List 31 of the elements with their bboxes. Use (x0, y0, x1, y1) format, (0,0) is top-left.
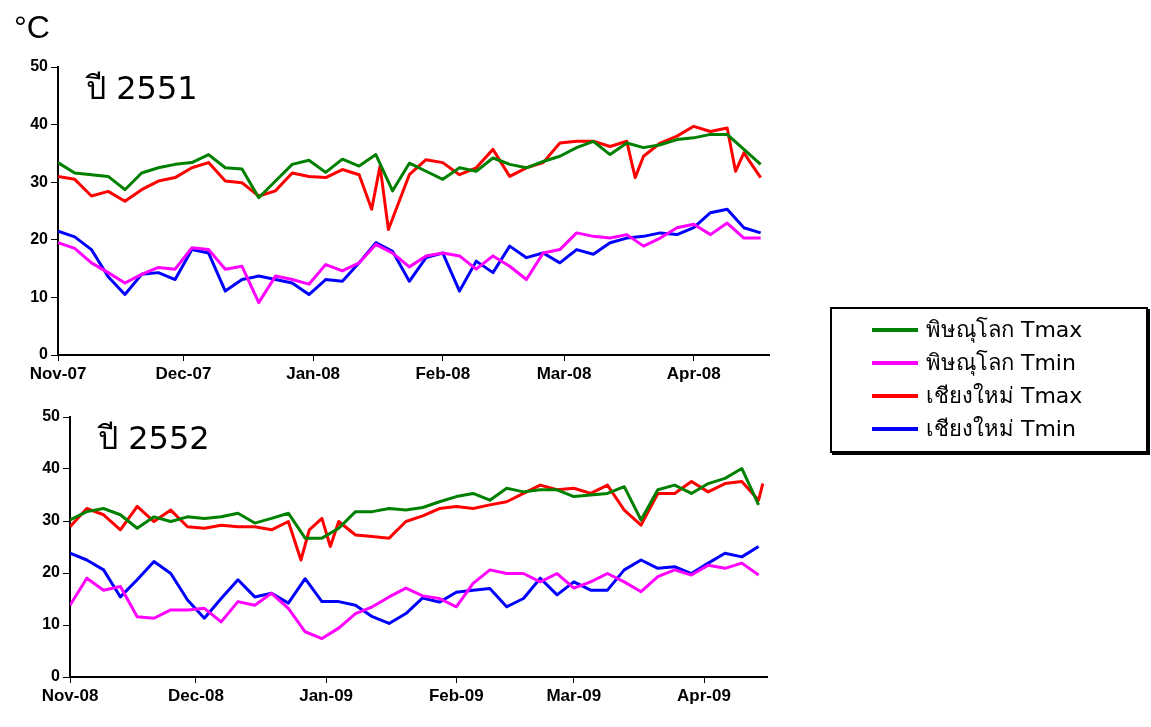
x-tick-label: Nov-08 (41, 685, 99, 705)
chart-title: ปี 2551 (85, 69, 198, 107)
y-axis-title: °C (14, 9, 50, 45)
x-tick-label: Dec-08 (168, 685, 224, 705)
x-tick-label: Apr-08 (666, 363, 721, 383)
x-tick-label: Apr-09 (677, 685, 731, 705)
x-tick-label: Mar-09 (546, 685, 602, 705)
y-tick-label: 30 (42, 511, 61, 529)
y-tick-label: 30 (30, 172, 49, 190)
x-tick-label: Feb-09 (428, 685, 484, 705)
x-tick-label: Nov-07 (29, 363, 87, 383)
x-tick-label: Dec-07 (155, 363, 212, 383)
y-tick-label: 40 (30, 115, 49, 133)
x-tick-label: Feb-08 (415, 363, 471, 383)
x-tick-label: Mar-08 (536, 363, 592, 383)
y-tick-label: 20 (30, 230, 49, 248)
legend-label: พิษณุโลก Tmax (926, 316, 1083, 345)
chart-title: ปี 2552 (97, 419, 210, 457)
y-tick-label: 10 (30, 287, 49, 305)
x-tick-label: Jan-09 (299, 685, 354, 705)
y-tick-label: 0 (51, 667, 61, 685)
y-tick-label: 50 (42, 407, 61, 425)
legend-label: เชียงใหม่ Tmin (926, 415, 1076, 443)
y-tick-label: 10 (42, 615, 61, 633)
y-tick-label: 40 (42, 459, 61, 477)
y-tick-label: 50 (30, 57, 49, 75)
legend-label: พิษณุโลก Tmin (926, 349, 1076, 378)
y-tick-label: 0 (39, 345, 49, 363)
y-tick-label: 20 (42, 563, 61, 581)
x-tick-label: Jan-08 (286, 363, 341, 383)
legend-label: เชียงใหม่ Tmax (926, 382, 1083, 410)
